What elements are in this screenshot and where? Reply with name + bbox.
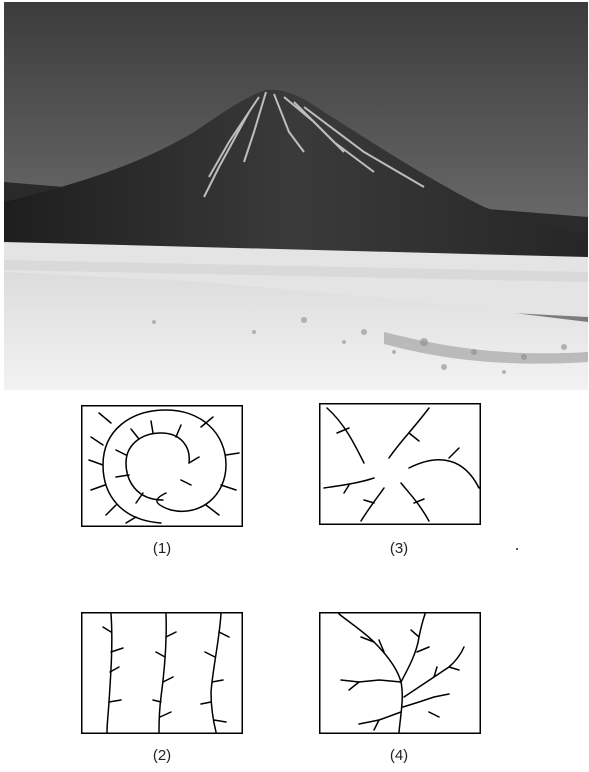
diagram-panel-1: [81, 405, 243, 527]
volcano-photo: [4, 2, 588, 390]
diagram-panel-4: [319, 612, 481, 734]
panel-4-caption: (4): [389, 747, 409, 764]
diagram-panel-3: [319, 403, 481, 525]
panel-2-caption: (2): [152, 747, 172, 764]
panel-1-caption: (1): [152, 540, 172, 557]
panel-3-caption: (3): [389, 540, 409, 557]
diagram-panel-2: [81, 612, 243, 734]
stray-dot: [516, 548, 518, 550]
